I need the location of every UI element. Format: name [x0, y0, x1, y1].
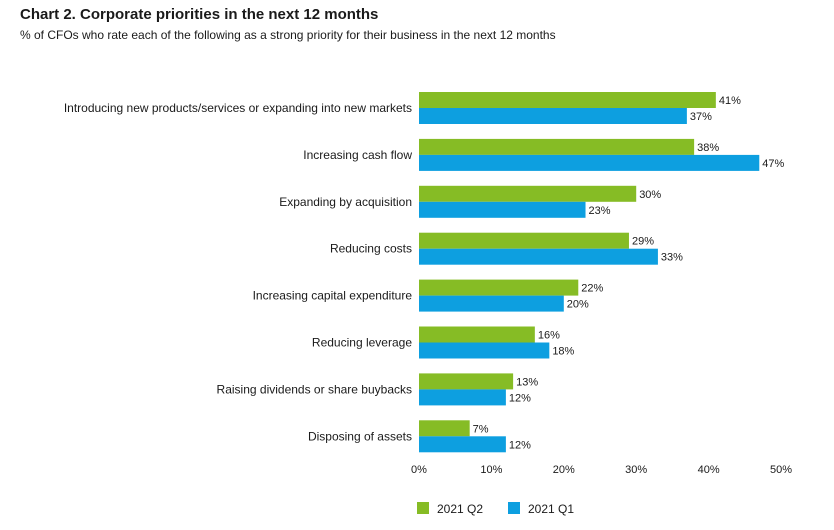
- legend-swatch-q1: [508, 502, 520, 514]
- bar-q2: [419, 92, 716, 108]
- data-label: 18%: [552, 346, 574, 358]
- category-label: Reducing costs: [330, 242, 412, 256]
- data-label: 30%: [639, 189, 661, 201]
- category-label: Introducing new products/services or exp…: [64, 101, 412, 115]
- data-label: 13%: [516, 376, 538, 388]
- bar-q2: [419, 232, 629, 249]
- bar-q2: [419, 420, 470, 437]
- x-tick-label: 20%: [553, 464, 575, 476]
- data-label: 29%: [632, 236, 654, 248]
- x-tick-label: 0%: [411, 464, 427, 476]
- data-label: 7%: [473, 423, 489, 435]
- bar-q1: [419, 108, 687, 124]
- x-tick-label: 10%: [480, 464, 502, 476]
- bar-q2: [419, 138, 695, 155]
- category-label: Increasing cash flow: [303, 148, 412, 162]
- legend-label: 2021 Q1: [528, 502, 574, 516]
- data-label: 23%: [589, 205, 611, 217]
- chart-subtitle: % of CFOs who rate each of the following…: [20, 28, 556, 42]
- x-tick-label: 50%: [770, 464, 792, 476]
- x-tick-label: 40%: [698, 464, 720, 476]
- legend-swatch-q2: [417, 502, 429, 514]
- data-label: 12%: [509, 392, 531, 404]
- data-label: 38%: [697, 142, 719, 154]
- data-label: 22%: [581, 283, 603, 295]
- data-label: 20%: [567, 299, 589, 311]
- x-tick-label: 30%: [625, 464, 647, 476]
- chart-title: Chart 2. Corporate priorities in the nex…: [20, 6, 379, 23]
- data-label: 37%: [690, 111, 712, 123]
- data-label: 16%: [538, 330, 560, 342]
- bar-q1: [419, 389, 506, 406]
- bar-q2: [419, 373, 514, 390]
- category-label: Increasing capital expenditure: [253, 289, 413, 303]
- bar-q2: [419, 326, 535, 343]
- bar-q1: [419, 436, 506, 453]
- data-label: 33%: [661, 252, 683, 264]
- data-label: 41%: [719, 95, 741, 107]
- data-label: 47%: [762, 158, 784, 170]
- category-label: Expanding by acquisition: [279, 195, 412, 209]
- bar-q1: [419, 154, 760, 171]
- bar-q1: [419, 201, 586, 218]
- category-label: Raising dividends or share buybacks: [217, 382, 412, 396]
- category-label: Disposing of assets: [308, 429, 412, 443]
- bar-q1: [419, 342, 550, 359]
- bar-q1: [419, 295, 564, 312]
- legend-label: 2021 Q2: [437, 502, 483, 516]
- bar-q1: [419, 248, 658, 265]
- bar-q2: [419, 185, 637, 202]
- category-label: Reducing leverage: [312, 336, 412, 350]
- data-label: 12%: [509, 439, 531, 451]
- bar-q2: [419, 279, 579, 296]
